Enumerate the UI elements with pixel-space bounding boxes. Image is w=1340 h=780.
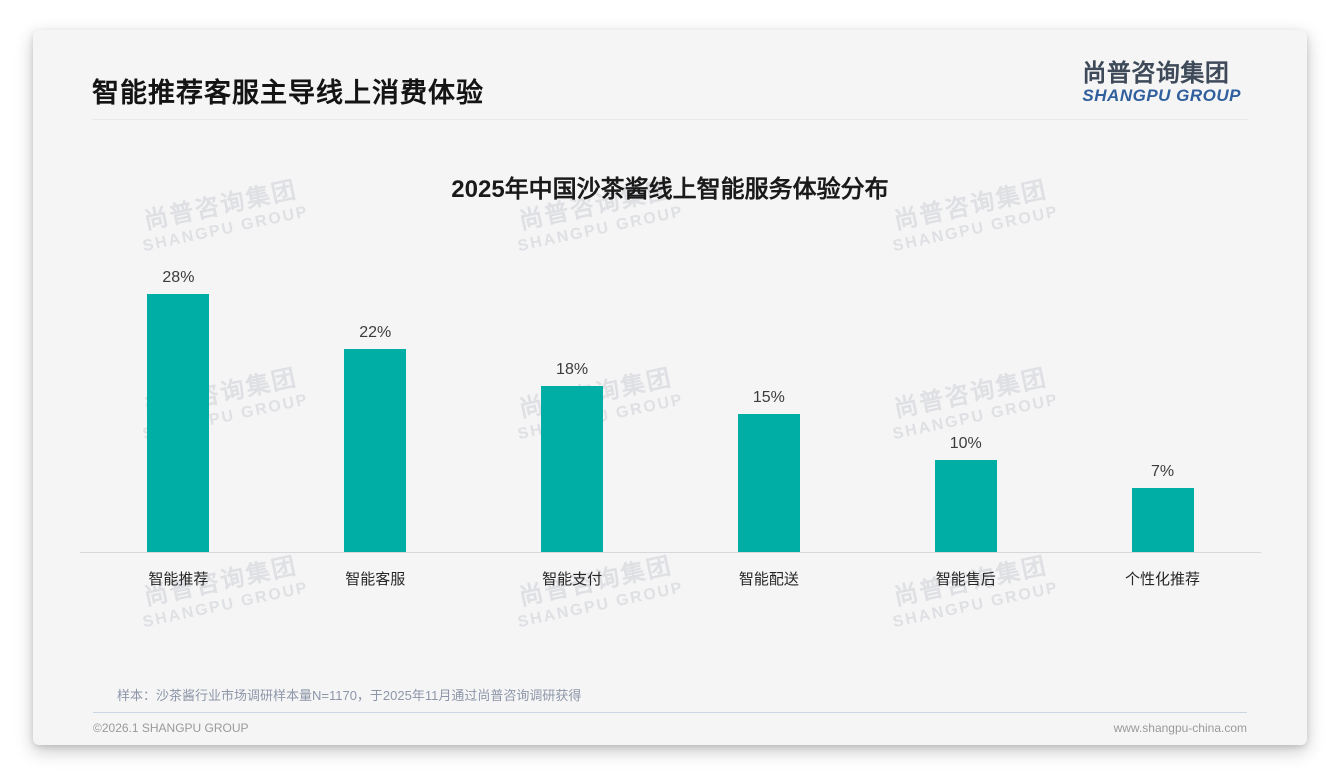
bar-category-label: 智能客服 bbox=[345, 571, 406, 588]
bar-value-label: 28% bbox=[162, 269, 195, 286]
bar-category-label: 智能售后 bbox=[935, 571, 996, 588]
bar bbox=[934, 460, 997, 552]
footer-divider bbox=[93, 712, 1247, 713]
bar-category-label: 智能支付 bbox=[542, 571, 603, 588]
bar-column: 7% bbox=[1064, 260, 1261, 552]
bar-column: 28% bbox=[80, 260, 277, 552]
bar bbox=[541, 386, 604, 552]
bar-column: 15% bbox=[670, 260, 867, 552]
sample-note: 样本：沙茶酱行业市场调研样本量N=1170，于2025年11月通过尚普咨询调研获… bbox=[117, 688, 582, 703]
bar bbox=[147, 294, 210, 552]
slide-card: 尚普咨询集团 SHANGPU GROUP 尚普咨询集团 SHANGPU GROUP 尚普… bbox=[33, 30, 1307, 745]
bar-column: 18% bbox=[474, 260, 671, 552]
bar-chart-labels: 智能推荐 智能客服 智能支付 智能配送 智能售后 个性化推荐 bbox=[80, 554, 1261, 589]
bar-category-label: 智能配送 bbox=[738, 571, 799, 588]
footer-row: ©2026.1 SHANGPU GROUP www.shangpu-china.… bbox=[93, 720, 1247, 736]
bar-value-label: 22% bbox=[359, 324, 392, 341]
bar-value-label: 7% bbox=[1150, 463, 1175, 480]
bar-column: 22% bbox=[277, 260, 474, 552]
watermark-en: SHANGPU GROUP bbox=[141, 203, 311, 256]
bar-value-label: 10% bbox=[949, 435, 982, 452]
page-title: 智能推荐客服主导线上消费体验 bbox=[92, 78, 484, 108]
chart-title: 2025年中国沙茶酱线上智能服务体验分布 bbox=[451, 176, 889, 203]
copyright-text: ©2026.1 SHANGPU GROUP bbox=[93, 721, 249, 735]
bar-chart-plot: 28% 22% 18% 15% 10% 7% bbox=[80, 260, 1261, 553]
company-logo-en: SHANGPU GROUP bbox=[1082, 86, 1241, 105]
bar-column: 10% bbox=[867, 260, 1064, 552]
bar-category-label: 智能推荐 bbox=[148, 571, 209, 588]
watermark-en: SHANGPU GROUP bbox=[516, 203, 686, 256]
bar bbox=[1131, 488, 1194, 552]
bar bbox=[737, 414, 800, 552]
bar-value-label: 15% bbox=[752, 389, 785, 406]
header-divider bbox=[92, 119, 1248, 120]
website-text: www.shangpu-china.com bbox=[1113, 721, 1247, 735]
bar-value-label: 18% bbox=[556, 361, 589, 378]
company-logo-cn: 尚普咨询集团 bbox=[1082, 60, 1230, 87]
watermark-en: SHANGPU GROUP bbox=[891, 203, 1061, 256]
bar bbox=[344, 349, 407, 552]
bar-category-label: 个性化推荐 bbox=[1125, 571, 1201, 588]
company-logo: 尚普咨询集团 SHANGPU GROUP bbox=[1082, 60, 1241, 105]
